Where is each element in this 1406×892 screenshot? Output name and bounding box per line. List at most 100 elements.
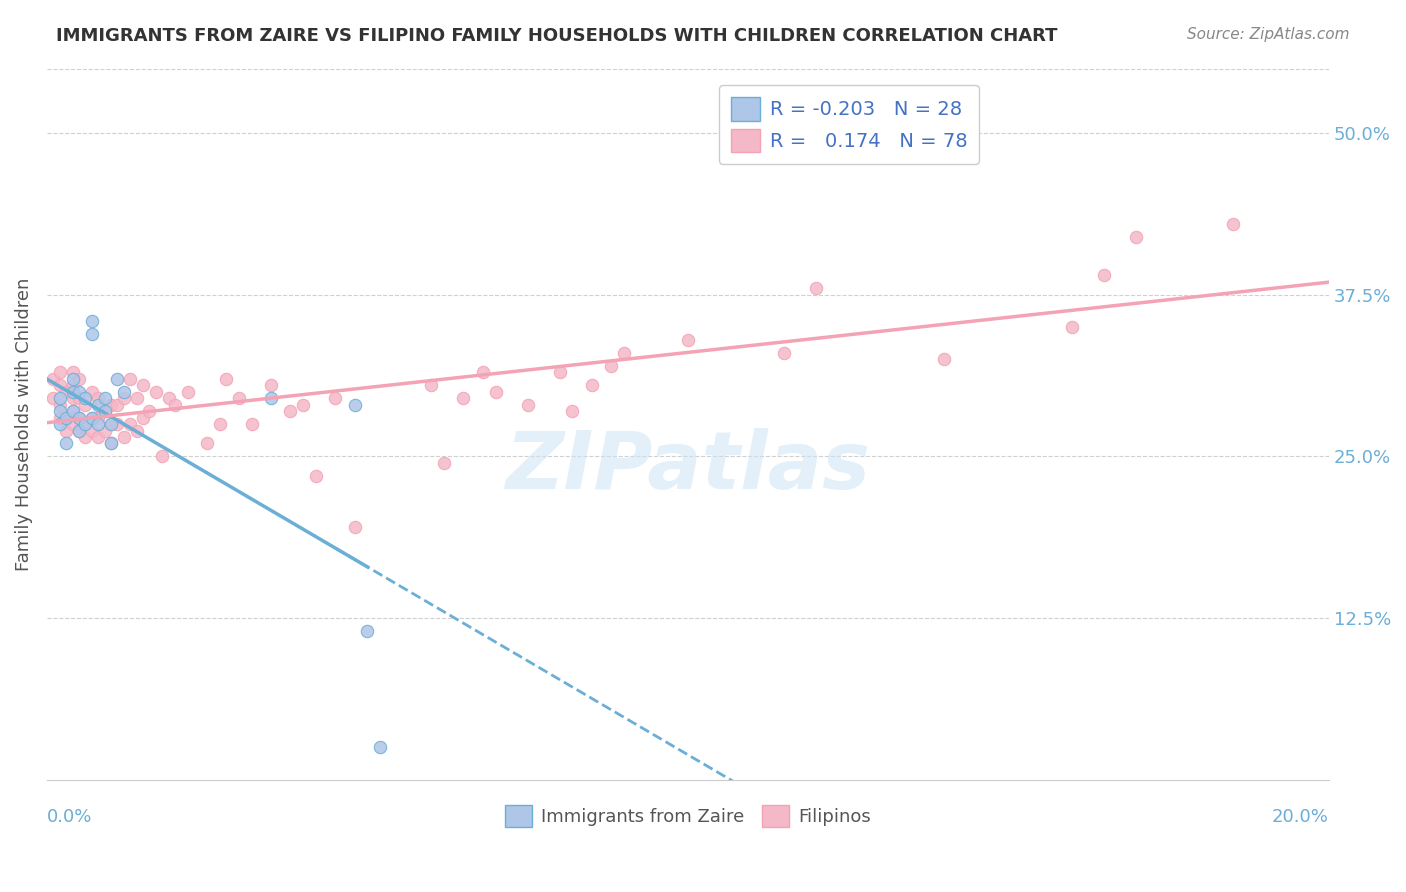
Point xyxy=(804,281,827,295)
Point xyxy=(55,384,77,399)
Point xyxy=(62,404,84,418)
Point xyxy=(67,384,90,399)
Point xyxy=(87,398,110,412)
Point xyxy=(75,430,97,444)
Point xyxy=(613,346,636,360)
Point xyxy=(42,391,65,405)
Point xyxy=(80,410,103,425)
Point xyxy=(112,430,135,444)
Point xyxy=(80,326,103,341)
Point xyxy=(67,372,90,386)
Point xyxy=(67,424,90,438)
Point xyxy=(561,404,583,418)
Point xyxy=(343,520,366,534)
Legend: Immigrants from Zaire, Filipinos: Immigrants from Zaire, Filipinos xyxy=(498,798,879,835)
Point xyxy=(67,410,90,425)
Point xyxy=(62,365,84,379)
Point xyxy=(75,417,97,431)
Point xyxy=(93,391,115,405)
Point xyxy=(105,372,128,386)
Point xyxy=(67,410,90,425)
Point xyxy=(62,384,84,399)
Point xyxy=(100,417,122,431)
Point xyxy=(356,624,378,638)
Point xyxy=(75,391,97,405)
Point xyxy=(55,436,77,450)
Point xyxy=(420,378,443,392)
Point xyxy=(93,404,115,418)
Point xyxy=(75,417,97,431)
Point xyxy=(548,365,571,379)
Point xyxy=(87,417,110,431)
Text: 0.0%: 0.0% xyxy=(46,808,93,826)
Point xyxy=(62,378,84,392)
Point xyxy=(75,398,97,412)
Point xyxy=(516,398,538,412)
Point xyxy=(125,391,148,405)
Point xyxy=(773,346,796,360)
Point xyxy=(48,410,70,425)
Point xyxy=(934,352,956,367)
Point xyxy=(280,404,302,418)
Text: 20.0%: 20.0% xyxy=(1272,808,1329,826)
Point xyxy=(228,391,250,405)
Y-axis label: Family Households with Children: Family Households with Children xyxy=(15,277,32,571)
Point xyxy=(484,384,506,399)
Point xyxy=(368,740,391,755)
Point xyxy=(292,398,315,412)
Point xyxy=(453,391,475,405)
Point xyxy=(87,430,110,444)
Point xyxy=(177,384,200,399)
Point xyxy=(112,391,135,405)
Point xyxy=(100,436,122,450)
Point xyxy=(93,424,115,438)
Text: Source: ZipAtlas.com: Source: ZipAtlas.com xyxy=(1187,27,1350,42)
Point xyxy=(62,404,84,418)
Point xyxy=(125,424,148,438)
Text: IMMIGRANTS FROM ZAIRE VS FILIPINO FAMILY HOUSEHOLDS WITH CHILDREN CORRELATION CH: IMMIGRANTS FROM ZAIRE VS FILIPINO FAMILY… xyxy=(56,27,1057,45)
Point xyxy=(120,372,142,386)
Point xyxy=(105,417,128,431)
Point xyxy=(93,404,115,418)
Point xyxy=(208,417,231,431)
Point xyxy=(80,410,103,425)
Point xyxy=(80,424,103,438)
Point xyxy=(1125,229,1147,244)
Point xyxy=(105,398,128,412)
Point xyxy=(55,410,77,425)
Point xyxy=(48,391,70,405)
Point xyxy=(600,359,623,373)
Point xyxy=(145,384,167,399)
Point xyxy=(48,398,70,412)
Point xyxy=(132,378,155,392)
Point xyxy=(62,372,84,386)
Point xyxy=(150,450,173,464)
Text: ZIPatlas: ZIPatlas xyxy=(505,428,870,506)
Point xyxy=(62,417,84,431)
Point xyxy=(676,333,699,347)
Point xyxy=(67,391,90,405)
Point xyxy=(195,436,218,450)
Point xyxy=(87,410,110,425)
Point xyxy=(67,424,90,438)
Point xyxy=(343,398,366,412)
Point xyxy=(132,410,155,425)
Point xyxy=(215,372,238,386)
Point xyxy=(55,424,77,438)
Point xyxy=(87,391,110,405)
Point xyxy=(581,378,603,392)
Point xyxy=(80,313,103,327)
Point xyxy=(260,391,283,405)
Point xyxy=(100,436,122,450)
Point xyxy=(100,398,122,412)
Point xyxy=(138,404,160,418)
Point xyxy=(165,398,187,412)
Point xyxy=(433,456,456,470)
Point xyxy=(240,417,263,431)
Point xyxy=(100,417,122,431)
Point xyxy=(112,384,135,399)
Point xyxy=(48,417,70,431)
Point xyxy=(48,365,70,379)
Point xyxy=(1094,268,1116,283)
Point xyxy=(157,391,180,405)
